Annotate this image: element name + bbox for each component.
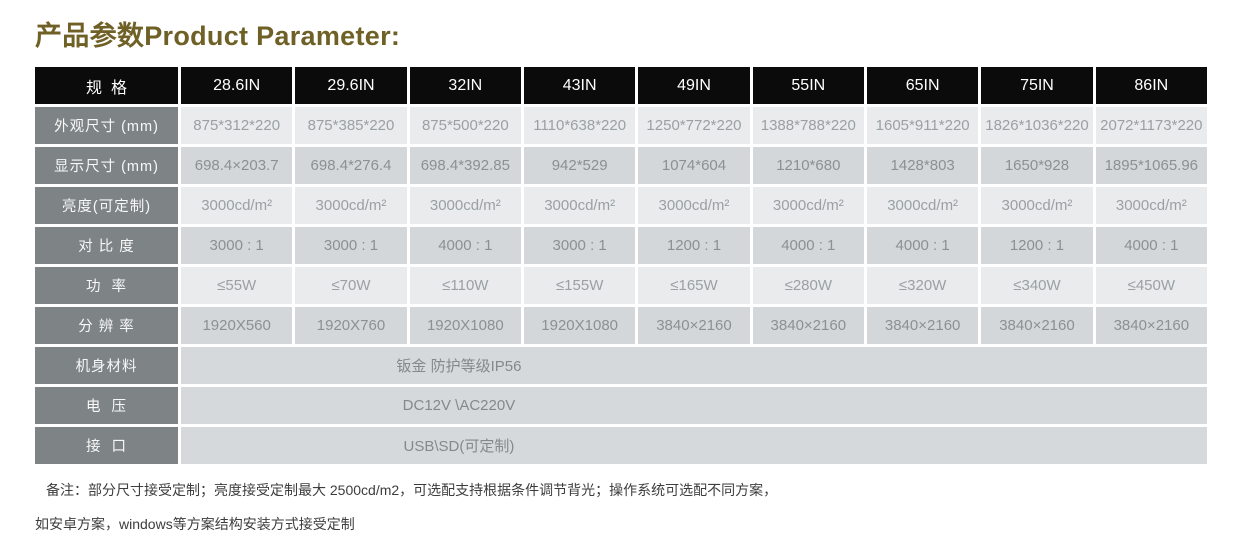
spec-cell: 1428*803 xyxy=(866,147,979,184)
merged-spec-cell: 钣金 防护等级IP56 xyxy=(181,347,1207,384)
page-title: 产品参数Product Parameter: xyxy=(35,21,401,51)
spec-cell: 1110*638*220 xyxy=(523,107,636,144)
table-row: 电 压 DC12V \AC220V xyxy=(35,387,1207,424)
spec-cell: 3000cd/m² xyxy=(981,187,1093,224)
merged-spec-text: DC12V \AC220V xyxy=(402,397,516,414)
header-cell-size: 49IN xyxy=(638,67,750,104)
spec-cell: 3000cd/m² xyxy=(523,187,636,224)
spec-cell: 1920X1080 xyxy=(409,307,521,344)
spec-cell: 3840×2160 xyxy=(752,307,864,344)
spec-cell: 3840×2160 xyxy=(981,307,1093,344)
spec-cell: 3000cd/m² xyxy=(752,187,864,224)
spec-cell: 698.4×203.7 xyxy=(181,147,293,184)
spec-cell: 3000 : 1 xyxy=(181,227,293,264)
header-cell-size: 55IN xyxy=(752,67,864,104)
spec-cell: 3000cd/m² xyxy=(409,187,521,224)
row-label: 机身材料 xyxy=(35,347,178,384)
spec-cell: 2072*1173*220 xyxy=(1095,107,1207,144)
table-row: 亮度(可定制) 3000cd/m² 3000cd/m² 3000cd/m² 3000cd… xyxy=(35,187,1207,224)
spec-cell: 1250*772*220 xyxy=(638,107,750,144)
spec-cell: ≤320W xyxy=(866,267,979,304)
spec-cell: 942*529 xyxy=(523,147,636,184)
spec-cell: 875*385*220 xyxy=(295,107,407,144)
header-cell-size: 29.6IN xyxy=(295,67,407,104)
note-line-1: 备注：部分尺寸接受定制；亮度接受定制最大 2500cd/m2，可选配支持根据条件… xyxy=(46,482,778,498)
spec-cell: 698.4*276.4 xyxy=(295,147,407,184)
spec-cell: 1605*911*220 xyxy=(866,107,979,144)
table-row: 对 比 度 3000 : 1 3000 : 1 4000 : 1 3000 : 1 120… xyxy=(35,227,1207,264)
spec-cell: 1920X1080 xyxy=(523,307,636,344)
row-label: 对 比 度 xyxy=(35,227,178,264)
spec-cell: 1920X560 xyxy=(181,307,293,344)
spec-cell: 3840×2160 xyxy=(1095,307,1207,344)
header-cell-size: 28.6IN xyxy=(181,67,293,104)
row-label: 电 压 xyxy=(35,387,178,424)
spec-cell: 3000 : 1 xyxy=(295,227,407,264)
row-label: 显示尺寸 (mm) xyxy=(35,147,178,184)
table-row: 功 率 ≤55W ≤70W ≤110W ≤155W ≤165W ≤280W ≤320W ≤340… xyxy=(35,267,1207,304)
spec-cell: 4000 : 1 xyxy=(866,227,979,264)
table-row: 机身材料 钣金 防护等级IP56 xyxy=(35,347,1207,384)
table-row: 分 辨 率 1920X560 1920X760 1920X1080 1920X1080 3… xyxy=(35,307,1207,344)
table-row: 外观尺寸 (mm) 875*312*220 875*385*220 875*500*2… xyxy=(35,107,1207,144)
spec-cell: 875*312*220 xyxy=(181,107,293,144)
table-header-row: 规 格 28.6IN 29.6IN 32IN 43IN 49IN 55IN 65IN 75IN 8… xyxy=(35,67,1207,104)
header-cell-size: 32IN xyxy=(409,67,521,104)
table-row: 显示尺寸 (mm) 698.4×203.7 698.4*276.4 698.4*392… xyxy=(35,147,1207,184)
spec-cell: ≤340W xyxy=(981,267,1093,304)
row-label: 外观尺寸 (mm) xyxy=(35,107,178,144)
spec-cell: 1200 : 1 xyxy=(981,227,1093,264)
row-label: 接 口 xyxy=(35,427,178,464)
spec-cell: 3000cd/m² xyxy=(1095,187,1207,224)
spec-cell: 1650*928 xyxy=(981,147,1093,184)
spec-cell: 3000cd/m² xyxy=(866,187,979,224)
spec-cell: ≤70W xyxy=(295,267,407,304)
spec-cell: ≤280W xyxy=(752,267,864,304)
spec-cell: 3840×2160 xyxy=(638,307,750,344)
note-line-2: 如安卓方案，windows等方案结构安装方式接受定制 xyxy=(35,516,355,532)
merged-spec-cell: USB\SD(可定制) xyxy=(181,427,1207,464)
spec-cell: 1210*680 xyxy=(752,147,864,184)
header-cell-spec: 规 格 xyxy=(35,67,178,104)
spec-cell: 698.4*392.85 xyxy=(409,147,521,184)
spec-cell: 4000 : 1 xyxy=(752,227,864,264)
spec-cell: 1920X760 xyxy=(295,307,407,344)
row-label: 功 率 xyxy=(35,267,178,304)
spec-cell: ≤155W xyxy=(523,267,636,304)
spec-cell: 875*500*220 xyxy=(409,107,521,144)
spec-cell: ≤55W xyxy=(181,267,293,304)
spec-cell: 4000 : 1 xyxy=(409,227,521,264)
row-label: 分 辨 率 xyxy=(35,307,178,344)
spec-cell: 1388*788*220 xyxy=(752,107,864,144)
table-body: 外观尺寸 (mm) 875*312*220 875*385*220 875*500*2… xyxy=(35,107,1207,464)
header-cell-size: 43IN xyxy=(523,67,636,104)
spec-cell: 1895*1065.96 xyxy=(1095,147,1207,184)
spec-cell: 3000 : 1 xyxy=(523,227,636,264)
spec-cell: 1200 : 1 xyxy=(638,227,750,264)
row-label: 亮度(可定制) xyxy=(35,187,178,224)
header-cell-size: 75IN xyxy=(981,67,1093,104)
spec-cell: 1074*604 xyxy=(638,147,750,184)
spec-cell: ≤165W xyxy=(638,267,750,304)
header-cell-size: 86IN xyxy=(1095,67,1207,104)
spec-cell: 4000 : 1 xyxy=(1095,227,1207,264)
spec-cell: 3000cd/m² xyxy=(638,187,750,224)
spec-cell: ≤110W xyxy=(409,267,521,304)
merged-spec-text: USB\SD(可定制) xyxy=(403,438,515,455)
merged-spec-cell: DC12V \AC220V xyxy=(181,387,1207,424)
product-parameter-table: 规 格 28.6IN 29.6IN 32IN 43IN 49IN 55IN 65IN 75IN 8… xyxy=(32,64,1210,467)
spec-cell: ≤450W xyxy=(1095,267,1207,304)
spec-cell: 3840×2160 xyxy=(866,307,979,344)
table-row: 接 口 USB\SD(可定制) xyxy=(35,427,1207,464)
spec-cell: 3000cd/m² xyxy=(181,187,293,224)
notes: 备注：部分尺寸接受定制；亮度接受定制最大 2500cd/m2，可选配支持根据条件… xyxy=(35,480,1255,535)
spec-cell: 3000cd/m² xyxy=(295,187,407,224)
merged-spec-text: 钣金 防护等级IP56 xyxy=(396,358,522,375)
spec-cell: 1826*1036*220 xyxy=(981,107,1093,144)
header-cell-size: 65IN xyxy=(866,67,979,104)
